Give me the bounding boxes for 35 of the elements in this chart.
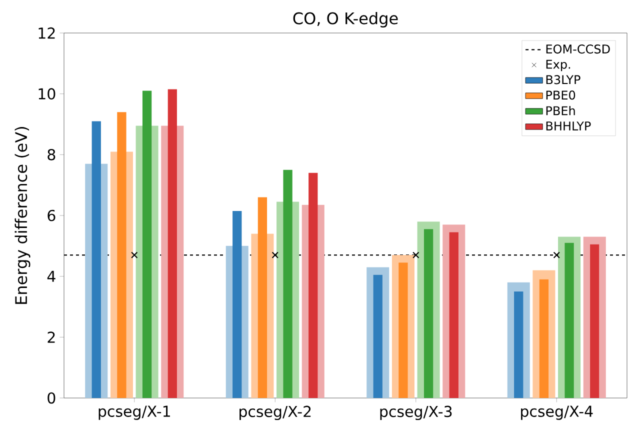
bar (590, 244, 600, 398)
bar (449, 232, 458, 398)
bar (424, 229, 434, 398)
legend-label: BHHLYP (546, 122, 591, 130)
bar (142, 90, 152, 398)
legend-label: Exp. (546, 60, 570, 72)
bar (92, 121, 101, 398)
y-tick-label: 4 (47, 270, 56, 282)
legend-label: PBE0 (546, 90, 576, 100)
y-axis-title: Energy difference (eV) (14, 126, 30, 304)
y-tick-label: 12 (38, 27, 55, 39)
y-tick-label: 0 (48, 392, 56, 404)
y-tick-label: 6 (48, 210, 56, 222)
bar (283, 170, 292, 398)
bar (168, 89, 177, 398)
bar (258, 197, 268, 398)
bar (373, 274, 382, 398)
legend-label: EOM-CCSD (546, 44, 610, 54)
bar (539, 279, 549, 398)
bar (117, 112, 126, 398)
y-tick-label: 8 (48, 148, 56, 160)
bar (564, 242, 574, 398)
x-tick-label: pcseg/X-2 (240, 406, 311, 420)
x-tick-label: pcseg/X-4 (521, 406, 593, 420)
legend-label: B3LYP (546, 75, 580, 84)
x-tick-label: pcseg/X-1 (98, 406, 170, 420)
x-tick-label: pcseg/X-3 (380, 406, 452, 420)
bar (308, 172, 318, 398)
y-tick-label: 10 (38, 88, 56, 100)
chart-title: CO, O K-edge (293, 12, 398, 28)
legend-label: PBEh (546, 106, 575, 116)
bar (398, 262, 408, 398)
y-tick-label: 2 (48, 332, 55, 343)
bar (232, 210, 242, 398)
bar (514, 292, 524, 398)
